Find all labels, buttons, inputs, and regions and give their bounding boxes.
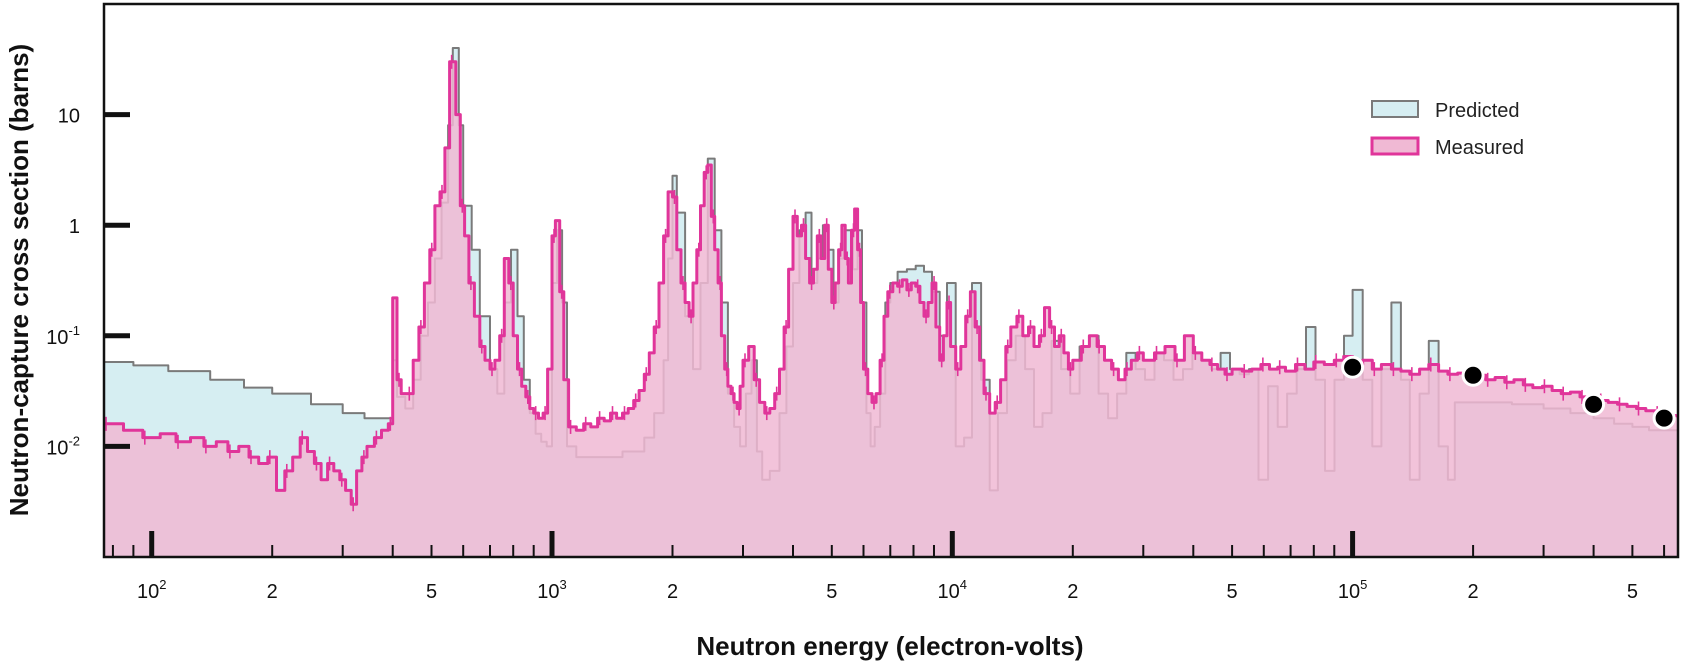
x-tick-label: 5: [1627, 581, 1638, 603]
y-tick-label: 10: [58, 106, 80, 128]
x-tick-label: 103: [537, 577, 566, 603]
y-tick-label: 1: [69, 216, 80, 238]
x-tick-label: 2: [667, 581, 678, 603]
legend-swatch-measured: [1370, 136, 1420, 156]
y-tick-label: 10-1: [46, 323, 80, 349]
x-tick-label: 105: [1338, 577, 1367, 603]
legend-label-predicted: Predicted: [1435, 100, 1520, 122]
legend-swatch-predicted: [1371, 100, 1419, 118]
data-point: [1461, 363, 1485, 387]
x-tick-label: 5: [826, 581, 837, 603]
x-tick-label: 2: [1067, 581, 1078, 603]
x-tick-label: 104: [938, 577, 967, 603]
area-measured: [104, 61, 1678, 557]
x-axis-title: Neutron energy (electron-volts): [696, 631, 1083, 661]
marker-layer: [1341, 355, 1676, 430]
y-axis-title: Neutron-capture cross section (barns): [4, 44, 34, 516]
x-tick-label: 102: [137, 577, 166, 603]
legend-label-measured: Measured: [1435, 137, 1524, 159]
x-tick-label: 2: [1468, 581, 1479, 603]
x-tick-label: 2: [267, 581, 278, 603]
tick-layer: [104, 112, 1666, 557]
data-point: [1341, 355, 1365, 379]
data-point: [1652, 406, 1676, 430]
x-tick-label: 5: [1227, 581, 1238, 603]
label-layer: 102 2 5 103 2 5 104 2 5 105 2 5 10 1 10-1 10-2: [46, 106, 1638, 603]
data-point: [1582, 392, 1606, 416]
y-tick-label: 10-2: [46, 433, 80, 459]
series-layer: [104, 47, 1678, 557]
x-tick-label: 5: [426, 581, 437, 603]
legend: Predicted Measured: [1370, 100, 1524, 159]
